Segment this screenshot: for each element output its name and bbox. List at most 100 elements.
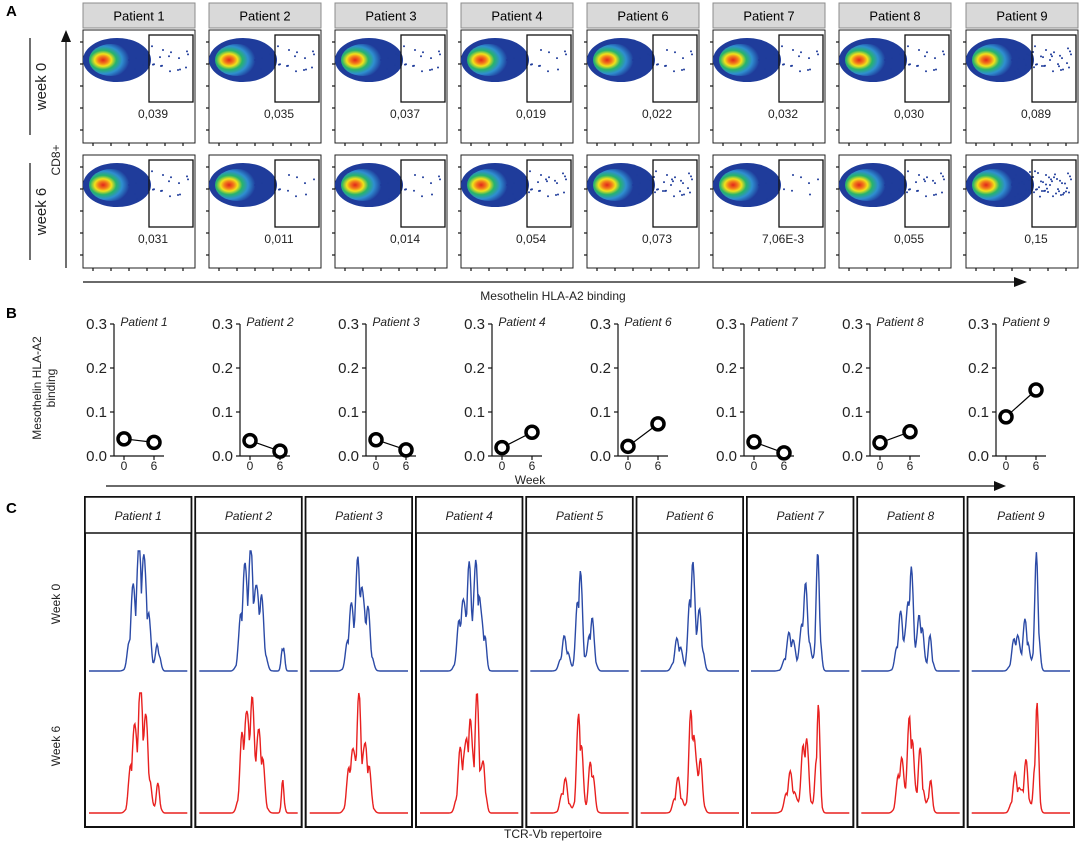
event-dot bbox=[152, 188, 154, 191]
event-dot bbox=[565, 53, 567, 56]
event-dot bbox=[1068, 191, 1070, 194]
spectratype-week-6 bbox=[751, 704, 850, 814]
event-dot bbox=[774, 69, 776, 72]
density-core bbox=[593, 44, 637, 76]
gate-box bbox=[904, 159, 950, 228]
y-tick-label: 0.1 bbox=[86, 404, 107, 421]
event-dot bbox=[683, 193, 685, 196]
event-dot bbox=[1038, 186, 1040, 189]
header-label-patient-8: Patient 8 bbox=[869, 9, 920, 24]
event-dot bbox=[538, 189, 540, 192]
event-dot bbox=[170, 176, 172, 179]
event-dot bbox=[151, 45, 153, 48]
density-core bbox=[215, 44, 259, 76]
event-dot bbox=[656, 63, 658, 66]
gate-box bbox=[1031, 159, 1077, 228]
event-dot bbox=[305, 193, 307, 196]
cd8-axis-label: CD8+ bbox=[49, 144, 63, 175]
event-dot bbox=[923, 178, 925, 181]
mesothelin-arrow-head bbox=[1014, 277, 1027, 287]
event-dot bbox=[1011, 183, 1013, 186]
event-dot bbox=[414, 49, 416, 52]
event-dot bbox=[1035, 63, 1037, 66]
gate-box bbox=[274, 34, 320, 103]
plot-title-patient-3: Patient 3 bbox=[372, 315, 420, 329]
event-dot bbox=[523, 53, 525, 56]
event-dot bbox=[687, 187, 689, 190]
event-dot bbox=[1067, 47, 1069, 50]
panel-a-letter: A bbox=[6, 3, 17, 20]
event-dot bbox=[396, 69, 398, 72]
tcr-header-label-patient-9: Patient 9 bbox=[997, 509, 1045, 523]
event-dot bbox=[884, 59, 886, 61]
gate-box bbox=[148, 34, 194, 103]
event-dot bbox=[907, 45, 909, 48]
event-dot bbox=[304, 182, 306, 185]
data-point-week-0 bbox=[494, 439, 510, 456]
event-dot bbox=[261, 182, 263, 185]
event-dot bbox=[404, 188, 406, 191]
event-dot bbox=[758, 184, 760, 186]
spectratype-week-0 bbox=[640, 561, 739, 672]
event-dot bbox=[942, 50, 944, 53]
tcr-header-label-patient-6: Patient 6 bbox=[666, 509, 714, 523]
event-dot bbox=[143, 53, 145, 56]
event-dot bbox=[1065, 190, 1067, 193]
event-dot bbox=[304, 57, 306, 60]
event-dot bbox=[438, 50, 440, 53]
event-dot bbox=[271, 53, 273, 56]
event-dot bbox=[1050, 178, 1052, 181]
event-dot bbox=[313, 53, 315, 56]
event-dot bbox=[556, 182, 558, 185]
event-dot bbox=[790, 64, 792, 67]
tcr-header-patient-5 bbox=[525, 496, 634, 534]
plot-title-patient-1: Patient 1 bbox=[120, 315, 167, 329]
header-patient-9 bbox=[965, 2, 1079, 29]
event-dot bbox=[1050, 53, 1052, 56]
event-dot bbox=[682, 57, 684, 60]
event-dot bbox=[1049, 183, 1051, 186]
gate-value: 0,032 bbox=[768, 107, 798, 121]
event-dot bbox=[422, 51, 424, 54]
plot-title-patient-7: Patient 7 bbox=[750, 315, 799, 329]
event-dot bbox=[1017, 67, 1019, 70]
x-tick-label: 0 bbox=[499, 459, 506, 473]
event-dot bbox=[303, 69, 305, 71]
event-dot bbox=[773, 53, 775, 56]
event-dot bbox=[287, 189, 289, 192]
event-dot bbox=[637, 186, 639, 189]
event-dot bbox=[556, 57, 558, 60]
tcr-header-patient-6 bbox=[635, 496, 744, 534]
header-label-patient-2: Patient 2 bbox=[239, 9, 290, 24]
event-dot bbox=[1057, 188, 1059, 191]
event-dot bbox=[1041, 64, 1043, 67]
event-dot bbox=[145, 178, 147, 181]
plot-title-patient-4: Patient 4 bbox=[498, 315, 546, 329]
spectratype-week-6 bbox=[89, 692, 188, 814]
event-dot bbox=[278, 63, 280, 66]
event-dot bbox=[926, 51, 928, 54]
y-tick-label: 0.0 bbox=[212, 448, 233, 465]
spectratype-week-0 bbox=[420, 559, 519, 672]
event-dot bbox=[260, 67, 262, 70]
header-patient-7 bbox=[712, 2, 826, 29]
gate-box bbox=[778, 34, 824, 103]
event-dot bbox=[143, 178, 145, 181]
event-dot bbox=[438, 175, 440, 178]
event-dot bbox=[136, 72, 138, 75]
event-dot bbox=[422, 176, 424, 179]
event-dot bbox=[1042, 56, 1044, 59]
event-dot bbox=[295, 70, 297, 73]
tcr-header-patient-9 bbox=[966, 496, 1075, 534]
x-tick-label: 6 bbox=[403, 459, 410, 473]
event-dot bbox=[916, 189, 918, 192]
event-dot bbox=[1060, 194, 1062, 196]
event-dot bbox=[142, 63, 144, 66]
event-dot bbox=[791, 189, 793, 192]
event-dot bbox=[1039, 195, 1041, 198]
spectratype-week-0 bbox=[530, 570, 629, 672]
gate-box bbox=[904, 34, 950, 103]
event-dot bbox=[639, 57, 641, 60]
event-dot bbox=[647, 178, 649, 181]
